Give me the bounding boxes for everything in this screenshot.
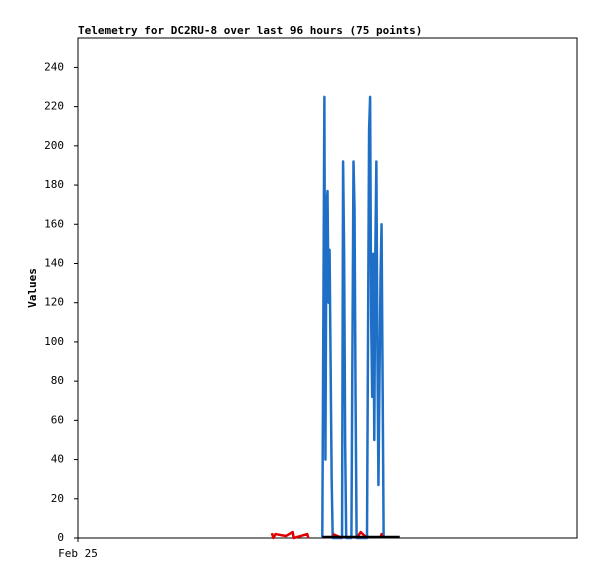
- y-tick-label: 40: [51, 453, 64, 466]
- y-tick-label: 80: [51, 374, 64, 387]
- chart-title: Telemetry for DC2RU-8 over last 96 hours…: [78, 24, 422, 37]
- y-tick-label: 200: [44, 139, 64, 152]
- y-tick-label: 60: [51, 413, 64, 426]
- y-tick-label: 160: [44, 217, 64, 230]
- y-tick-label: 100: [44, 335, 64, 348]
- y-tick-label: 220: [44, 100, 64, 113]
- y-tick-label: 120: [44, 296, 64, 309]
- y-tick-label: 0: [57, 531, 64, 544]
- y-axis-label: Values: [26, 268, 39, 308]
- x-tick-label: Feb 25: [58, 547, 98, 560]
- y-tick-label: 140: [44, 256, 64, 269]
- series-line: [321, 95, 385, 540]
- y-tick-label: 20: [51, 492, 64, 505]
- y-tick-label: 180: [44, 178, 64, 191]
- y-tick-label: 240: [44, 60, 64, 73]
